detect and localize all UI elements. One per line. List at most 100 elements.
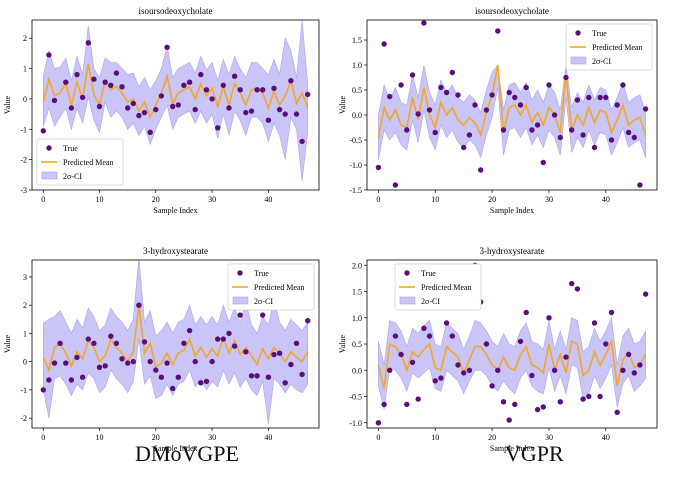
true-point: [557, 399, 563, 405]
y-tick-label: 3: [23, 273, 27, 282]
true-point: [415, 111, 421, 117]
x-tick-label: 20: [152, 433, 160, 442]
true-point: [472, 102, 478, 108]
true-point: [409, 72, 416, 78]
true-point: [631, 134, 637, 141]
true-point: [293, 111, 300, 117]
legend: True Predicted Mean 2σ-CI: [394, 263, 482, 311]
legend-true-marker: [237, 270, 243, 276]
true-point: [209, 358, 215, 365]
true-point: [443, 320, 450, 326]
true-point: [608, 309, 615, 316]
true-point: [243, 349, 249, 355]
true-point: [398, 351, 404, 358]
true-point: [164, 44, 170, 50]
true-point: [130, 358, 136, 365]
true-point: [175, 374, 181, 380]
x-axis-label: Sample Index: [490, 444, 534, 453]
true-point: [40, 387, 46, 393]
true-point: [248, 108, 255, 114]
true-point: [96, 103, 103, 110]
ci-band: [43, 20, 308, 181]
true-point: [141, 109, 148, 116]
true-point: [51, 97, 58, 104]
true-point: [614, 409, 620, 415]
true-point: [282, 111, 288, 117]
legend-ci-label: 2σ-CI: [63, 172, 82, 181]
legend-true-label: True: [421, 269, 436, 278]
legend-ci-swatch: [570, 56, 587, 65]
y-axis-label: Value: [338, 334, 347, 353]
true-point: [215, 336, 221, 342]
true-point: [203, 378, 210, 385]
true-point: [432, 378, 438, 384]
true-point: [271, 85, 277, 92]
true-point: [489, 92, 495, 98]
true-point: [438, 375, 444, 381]
plot-frame: [31, 259, 320, 429]
true-point: [108, 333, 114, 339]
true-point: [540, 159, 546, 166]
true-point: [449, 69, 455, 76]
true-point: [466, 132, 473, 138]
true-point: [164, 360, 170, 366]
true-point: [305, 91, 311, 98]
y-tick-label: 1.5: [352, 36, 362, 45]
true-point: [534, 406, 541, 413]
true-point: [586, 94, 592, 101]
true-point: [192, 358, 198, 365]
true-point: [438, 84, 444, 91]
true-point: [574, 286, 581, 292]
x-tick-label: 10: [96, 433, 104, 442]
true-point: [483, 341, 490, 347]
legend-true-label: True: [254, 269, 269, 278]
true-point: [529, 127, 535, 133]
true-point: [603, 94, 609, 101]
true-point: [119, 356, 125, 362]
legend-ci-swatch: [399, 296, 416, 305]
x-axis-label: Sample Index: [490, 206, 534, 215]
y-axis-label: Value: [3, 95, 12, 114]
y-tick-label: 0: [23, 95, 27, 104]
true-point: [443, 89, 450, 96]
true-point: [398, 82, 404, 88]
true-point: [563, 74, 569, 81]
true-point: [293, 340, 300, 346]
true-point: [603, 341, 609, 347]
true-point: [375, 164, 382, 171]
chart-title: 3-hydroxystearate: [480, 246, 545, 256]
true-point: [517, 338, 524, 345]
x-tick-label: 0: [41, 433, 45, 442]
legend-box: [394, 263, 482, 311]
legend-mean-label: Predicted Mean: [63, 158, 113, 167]
x-tick-label: 30: [208, 433, 216, 442]
true-point: [231, 73, 238, 79]
legend: True Predicted Mean 2σ-CI: [565, 23, 653, 71]
true-point: [387, 367, 393, 373]
true-point: [254, 373, 260, 379]
y-tick-label: 0.5: [352, 86, 362, 95]
true-point: [186, 79, 193, 85]
true-point: [523, 309, 529, 316]
true-point: [620, 82, 626, 88]
true-point: [220, 82, 226, 89]
true-point: [637, 182, 643, 188]
caption-vgpr: VGPR: [505, 441, 564, 466]
true-point: [500, 127, 507, 133]
y-tick-label: 1: [23, 65, 27, 74]
x-tick-label: 20: [152, 195, 160, 204]
chart-panel-2: 0 10 20 30 40 -1.5 -1.0 -0.5 0.0 0.5 1.0 1.5 isourso…: [338, 6, 658, 215]
true-point: [260, 87, 266, 93]
true-point: [237, 312, 243, 318]
true-point: [119, 84, 125, 90]
true-point: [569, 127, 575, 133]
true-point: [215, 125, 221, 131]
true-point: [237, 87, 243, 93]
x-tick-label: 0: [376, 195, 380, 204]
chart-title: isoursodeoxycholate: [139, 6, 213, 16]
true-point: [282, 380, 288, 386]
predicted-mean-line: [377, 338, 647, 389]
true-point: [254, 87, 260, 93]
true-point: [248, 373, 255, 379]
